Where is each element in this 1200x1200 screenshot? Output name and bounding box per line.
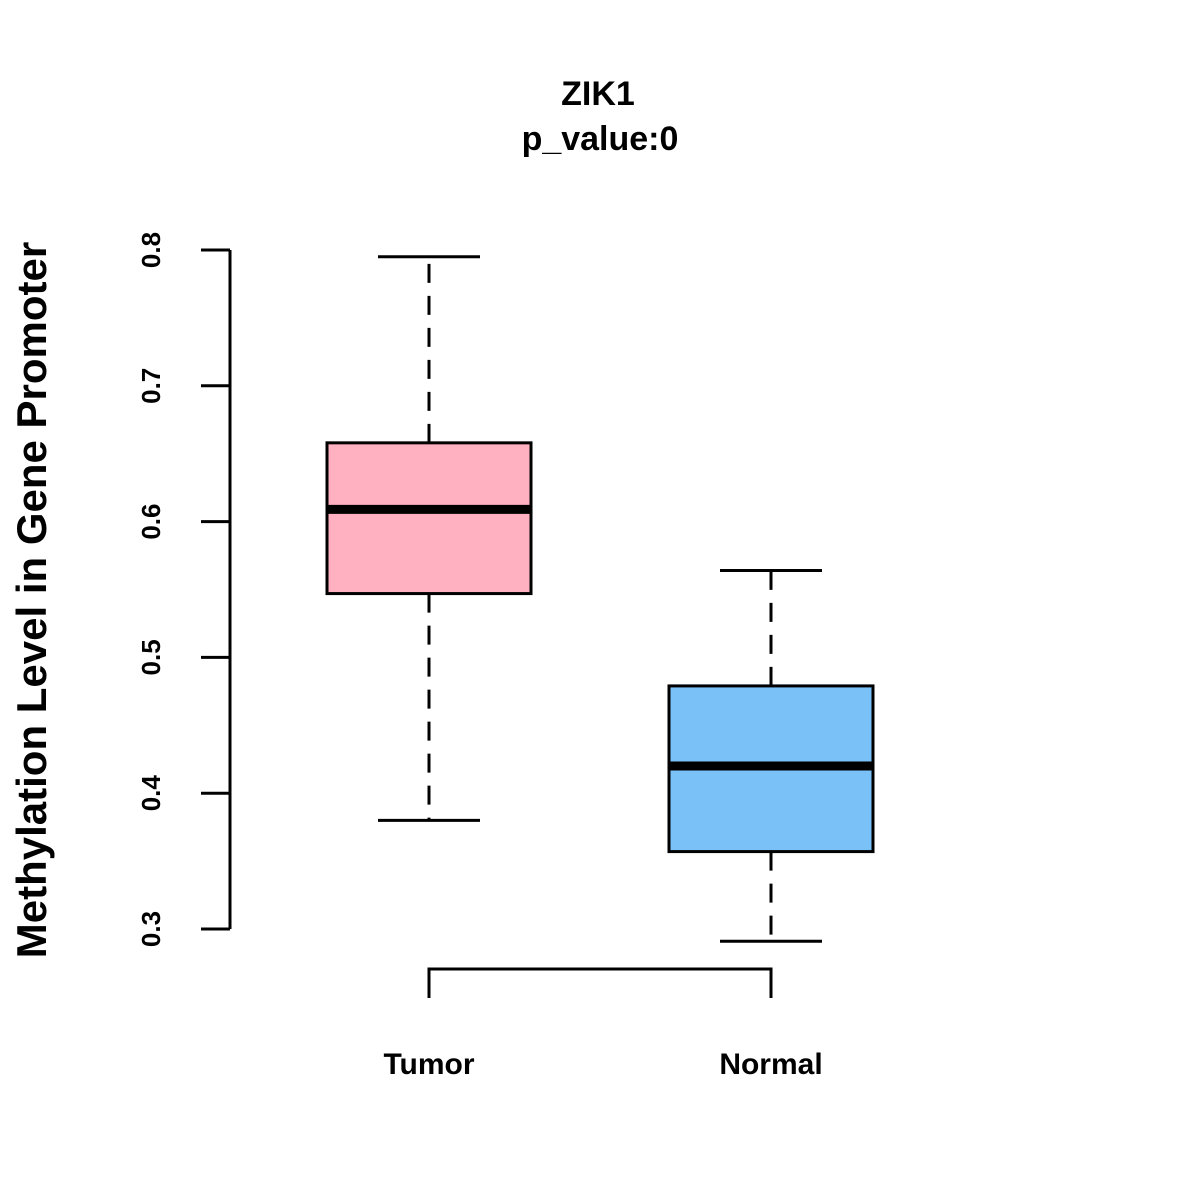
- box-tumor: [325, 255, 533, 822]
- y-axis-label: Methylation Level in Gene Promoter: [8, 242, 55, 958]
- iqr-box: [325, 441, 533, 596]
- y-tick-label-4: 0.7: [136, 368, 166, 404]
- chart-subtitle: p_value:0: [522, 120, 679, 158]
- boxes: [325, 255, 875, 943]
- x-label-tumor: Tumor: [383, 1048, 474, 1081]
- comparison-bracket: [427, 967, 773, 998]
- y-tick-label-2: 0.5: [136, 639, 166, 675]
- y-tick-label-5: 0.8: [136, 232, 166, 268]
- bracket-line: [427, 967, 773, 998]
- y-axis: 0.3 0.4 0.5 0.6 0.7 0.8: [136, 232, 232, 947]
- x-label-normal: Normal: [719, 1048, 822, 1081]
- y-tick-label-3: 0.6: [136, 504, 166, 540]
- box-normal: [667, 568, 875, 943]
- y-tick-label-1: 0.4: [136, 775, 166, 812]
- x-axis-labels: Tumor Normal: [383, 1048, 822, 1081]
- chart-title: ZIK1: [561, 75, 635, 113]
- y-tick-label-0: 0.3: [136, 911, 166, 947]
